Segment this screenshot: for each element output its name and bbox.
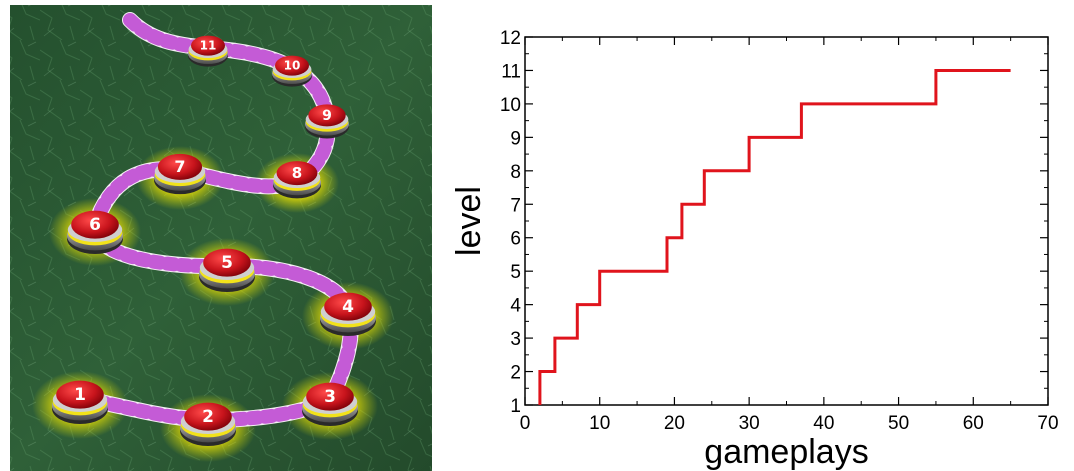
x-tick-label: 70 xyxy=(1037,413,1058,434)
level-number: 9 xyxy=(322,108,332,124)
level-number: 1 xyxy=(74,385,86,405)
level-button-9[interactable]: 9 xyxy=(305,104,349,139)
level-button-4[interactable]: 4 xyxy=(320,292,376,337)
y-tick-label: 8 xyxy=(510,162,521,183)
level-number: 7 xyxy=(174,157,185,176)
x-tick-label: 30 xyxy=(739,413,760,434)
level-number: 4 xyxy=(342,297,354,317)
level-button-7[interactable]: 7 xyxy=(154,153,206,195)
y-tick-label: 4 xyxy=(510,296,521,317)
level-map: 1 2 3 4 5 6 7 8 9 10 11 xyxy=(10,5,432,471)
level-buttons: 1 2 3 4 5 6 7 8 9 10 11 xyxy=(52,35,376,447)
level-number: 8 xyxy=(292,164,302,182)
level-button-10[interactable]: 10 xyxy=(272,55,312,87)
level-button-1[interactable]: 1 xyxy=(52,380,108,425)
level-button-8[interactable]: 8 xyxy=(273,161,321,199)
y-tick-label: 3 xyxy=(510,329,521,350)
level-number: 3 xyxy=(324,387,336,407)
series-level-step-line xyxy=(538,69,1011,405)
y-tick-label: 5 xyxy=(510,262,521,283)
level-button-3[interactable]: 3 xyxy=(302,382,358,427)
y-tick-label: 2 xyxy=(510,363,521,384)
x-tick-label: 0 xyxy=(520,413,531,434)
y-tick-label: 7 xyxy=(510,195,521,216)
level-button-5[interactable]: 5 xyxy=(199,248,255,293)
x-tick-label: 10 xyxy=(589,413,610,434)
level-number: 10 xyxy=(284,59,301,73)
level-number: 5 xyxy=(221,253,233,273)
x-axis-ticks: 0 10 20 30 40 50 60 70 xyxy=(520,37,1059,434)
y-tick-label: 9 xyxy=(510,128,521,149)
x-tick-label: 40 xyxy=(813,413,834,434)
x-tick-label: 60 xyxy=(963,413,984,434)
y-tick-label: 12 xyxy=(500,28,521,49)
y-tick-label: 10 xyxy=(500,95,521,116)
y-axis-title: level xyxy=(450,186,488,256)
x-tick-label: 50 xyxy=(888,413,909,434)
level-button-6[interactable]: 6 xyxy=(67,210,123,255)
level-number: 2 xyxy=(202,407,214,427)
y-tick-label: 6 xyxy=(510,229,521,250)
level-button-2[interactable]: 2 xyxy=(180,402,236,447)
level-number: 11 xyxy=(200,39,217,53)
x-axis-title: gameplays xyxy=(704,433,868,471)
level-button-11[interactable]: 11 xyxy=(188,35,228,67)
y-tick-label: 1 xyxy=(510,396,521,417)
level-number: 6 xyxy=(89,215,101,235)
y-tick-label: 11 xyxy=(501,61,521,82)
x-tick-label: 20 xyxy=(664,413,685,434)
plot-frame xyxy=(524,36,1049,406)
